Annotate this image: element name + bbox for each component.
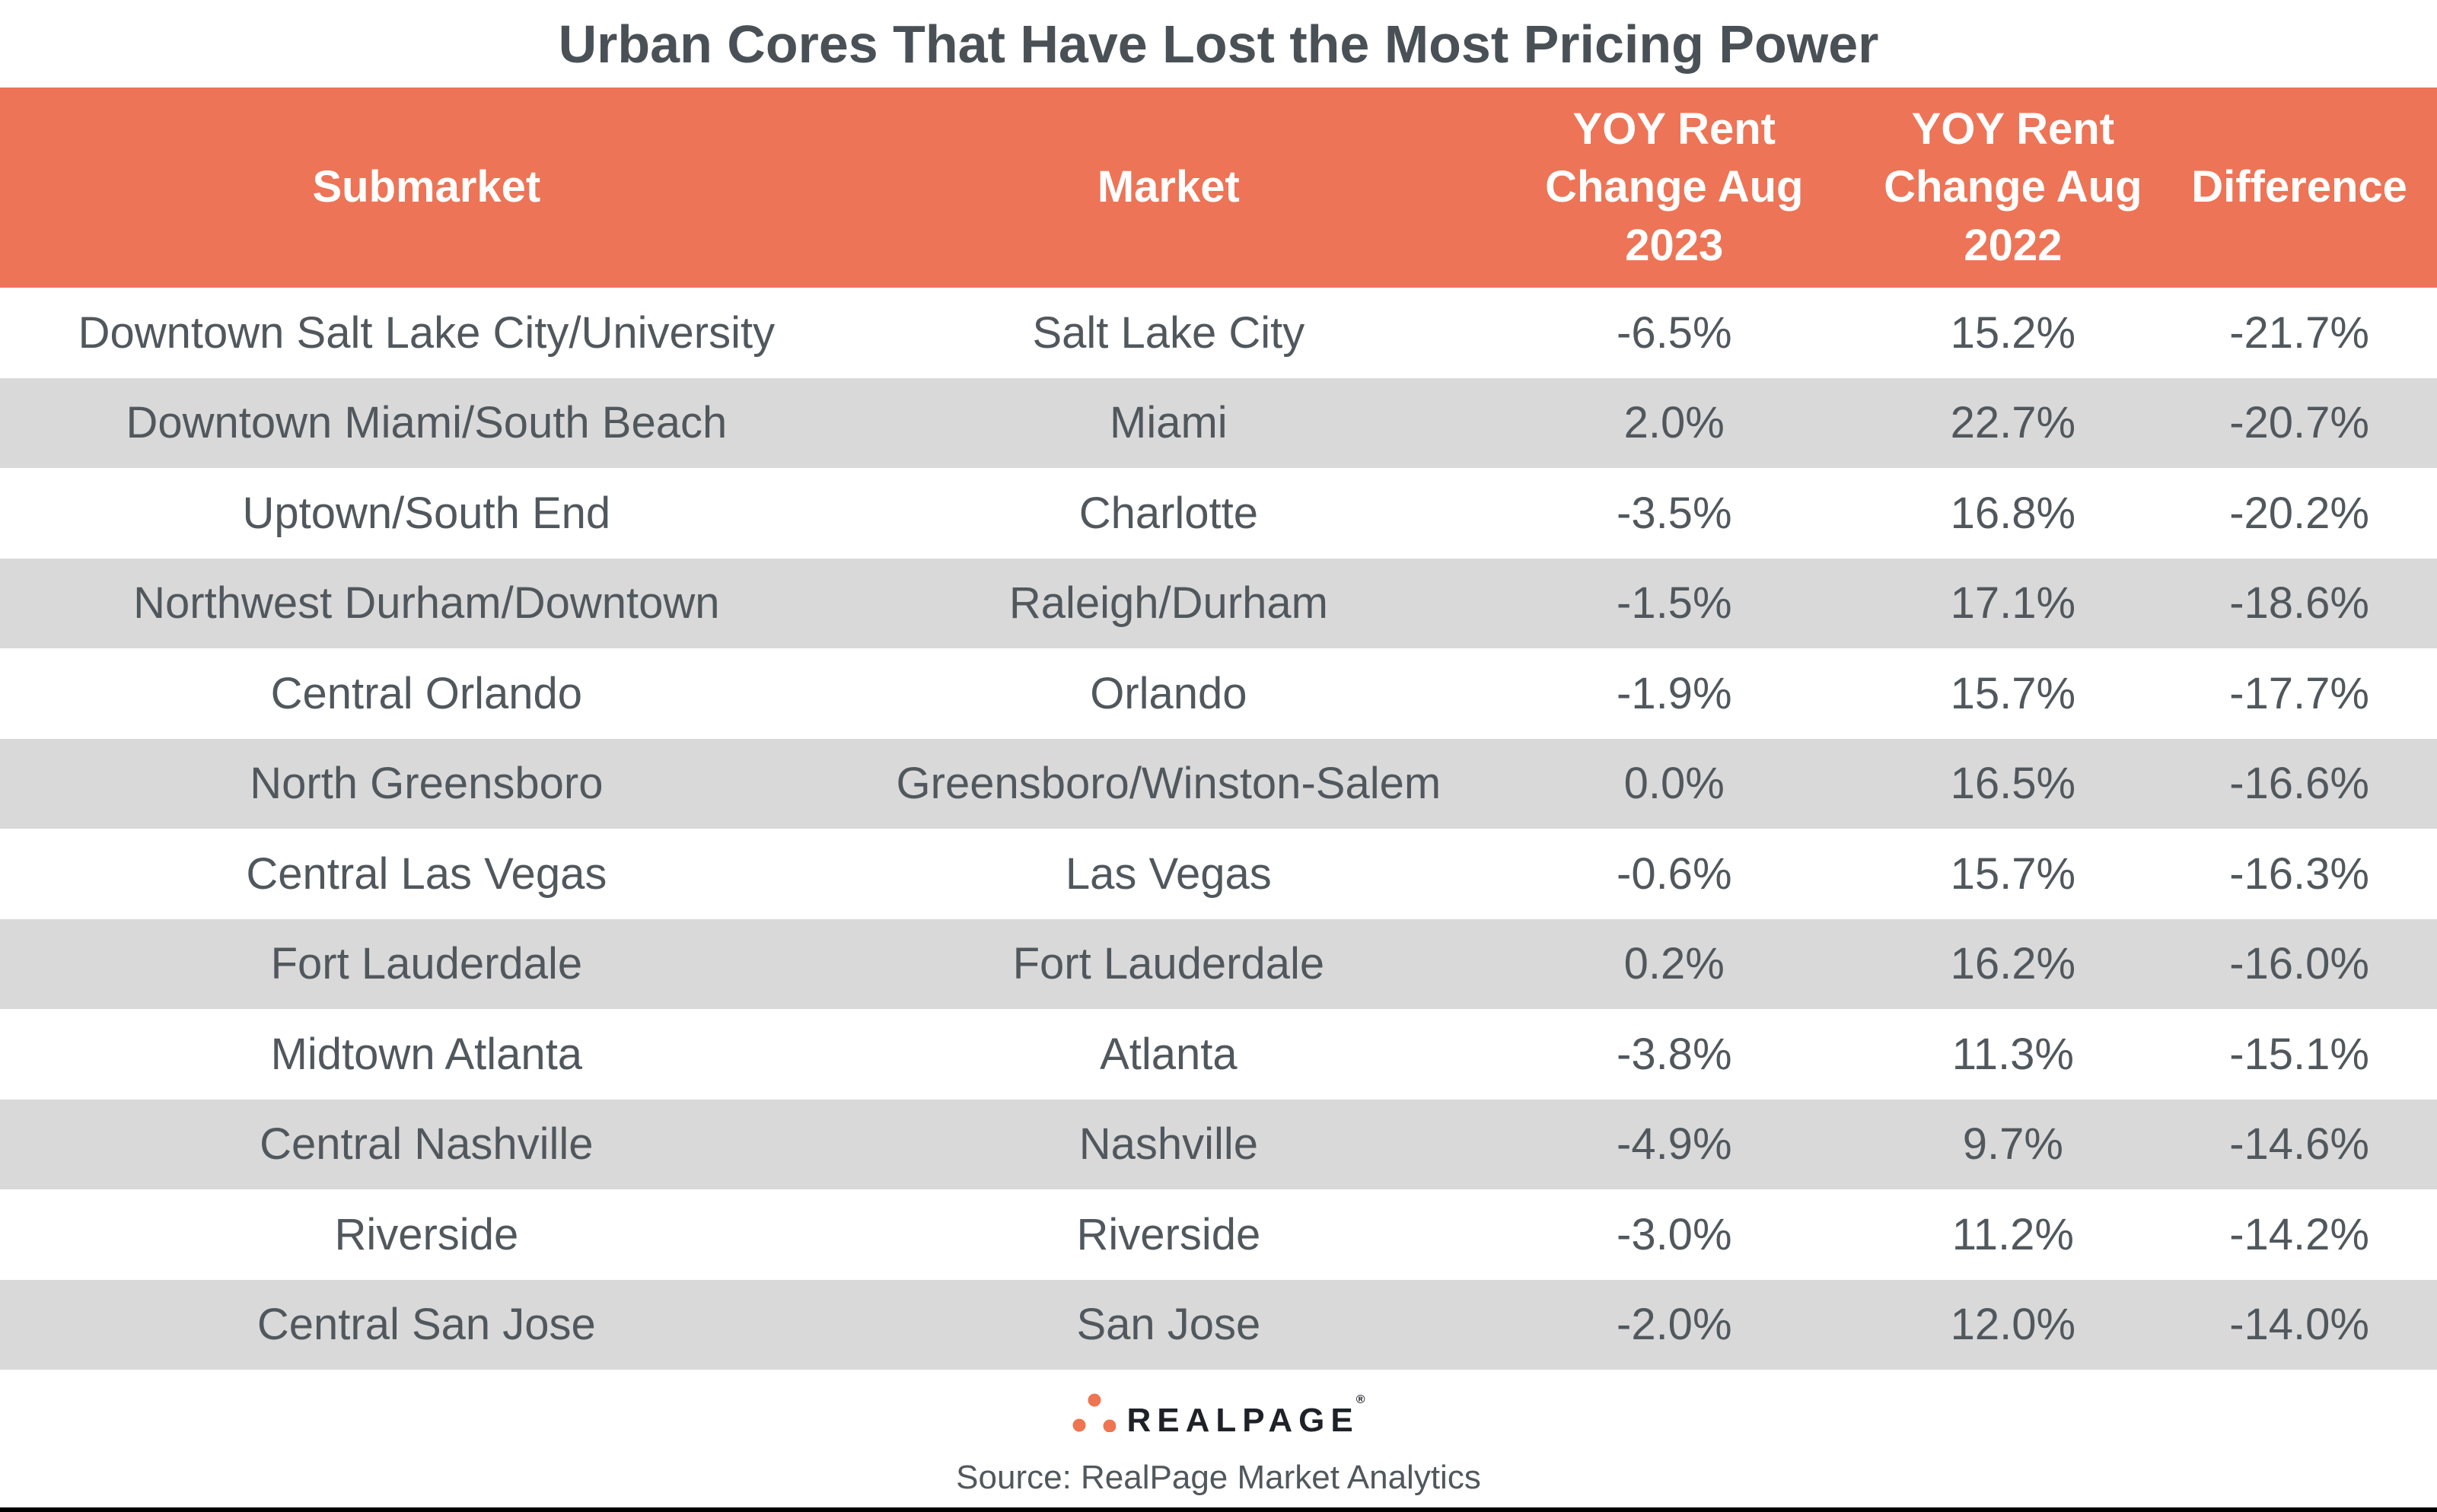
footer: REALPAGE ® Source: RealPage Market Analy… [0,1370,2437,1497]
table-cell: 16.2% [1864,918,2162,1009]
table-cell: 16.8% [1864,468,2162,559]
table-header-row: Submarket Market YOY Rent Change Aug 202… [0,88,2437,288]
table-cell: Atlanta [852,1009,1485,1100]
table-cell: 15.7% [1864,829,2162,919]
table-cell: 0.0% [1484,738,1865,829]
table-cell: -17.7% [2161,648,2437,739]
table-cell: -3.0% [1484,1189,1865,1280]
table-row: Central Nashville Nashville -4.9% 9.7% -14.6… [0,1099,2437,1189]
table-cell: San Jose [852,1279,1485,1370]
table-cell: Salt Lake City [852,288,1485,378]
table-cell: -20.2% [2161,468,2437,559]
table-cell: 15.7% [1864,648,2162,739]
registered-trademark: ® [1355,1393,1365,1406]
table-row: Downtown Miami/South Beach Miami 2.0% 22.7%… [0,377,2437,468]
table-cell: Miami [852,377,1485,468]
table-cell: -14.0% [2161,1279,2437,1370]
table-cell: -3.8% [1484,1009,1865,1100]
table-row: Central San Jose San Jose -2.0% 12.0% -14.0% [0,1279,2437,1370]
bottom-border [0,1507,2437,1512]
table-row: Midtown Atlanta Atlanta -3.8% 11.3% -15.1% [0,1009,2437,1100]
table-cell: -15.1% [2161,1009,2437,1100]
realpage-dots-icon [1072,1393,1117,1432]
table-cell: -20.7% [2161,377,2437,468]
table-cell: 22.7% [1864,377,2162,468]
column-header-market: Market [852,88,1485,288]
table-row: Central Las Vegas Las Vegas -0.6% 15.7% -16.… [0,829,2437,919]
table-cell: 15.2% [1864,288,2162,378]
table-cell: Riverside [852,1189,1485,1280]
table-cell: -0.6% [1484,829,1865,919]
table-row: Fort Lauderdale Fort Lauderdale 0.2% 16.2% -… [0,918,2437,1009]
table-cell: Downtown Salt Lake City/University [0,288,853,378]
table-cell: -1.9% [1484,648,1865,739]
table-cell: North Greensboro [0,738,853,829]
table-cell: Central Las Vegas [0,829,853,919]
table-row: Central Orlando Orlando -1.9% 15.7% -17.7% [0,648,2437,739]
table-cell: Riverside [0,1189,853,1280]
table-cell: 16.5% [1864,738,2162,829]
pricing-power-table: Submarket Market YOY Rent Change Aug 202… [0,88,2437,1370]
table-cell: -2.0% [1484,1279,1865,1370]
table-cell: -16.3% [2161,829,2437,919]
table-cell: 0.2% [1484,918,1865,1009]
column-header-yoy-2022: YOY Rent Change Aug 2022 [1864,88,2162,288]
table-header: Submarket Market YOY Rent Change Aug 202… [0,88,2437,288]
realpage-wordmark: REALPAGE [1126,1402,1359,1439]
table-cell: -18.6% [2161,558,2437,648]
table-row: North Greensboro Greensboro/Winston-Salem… [0,738,2437,829]
table-cell: 2.0% [1484,377,1865,468]
table-row: Riverside Riverside -3.0% 11.2% -14.2% [0,1189,2437,1280]
table-cell: 11.3% [1864,1009,2162,1100]
table-row: Downtown Salt Lake City/University Salt L… [0,288,2437,378]
column-header-yoy-2023: YOY Rent Change Aug 2023 [1484,88,1865,288]
source-text: Source: RealPage Market Analytics [956,1459,1481,1496]
table-cell: Raleigh/Durham [852,558,1485,648]
table-row: Northwest Durham/Downtown Raleigh/Durham -… [0,558,2437,648]
page-title: Urban Cores That Have Lost the Most Pric… [558,14,1879,74]
table-cell: 9.7% [1864,1099,2162,1189]
table-cell: -14.6% [2161,1099,2437,1189]
table-cell: Central San Jose [0,1279,853,1370]
table-cell: Charlotte [852,468,1485,559]
table-body: Downtown Salt Lake City/University Salt L… [0,288,2437,1370]
table-cell: Midtown Atlanta [0,1009,853,1100]
table-cell: 17.1% [1864,558,2162,648]
table-cell: Las Vegas [852,829,1485,919]
table-cell: Northwest Durham/Downtown [0,558,853,648]
table-cell: Fort Lauderdale [0,918,853,1009]
column-header-submarket: Submarket [0,88,853,288]
table-cell: -21.7% [2161,288,2437,378]
table-row: Uptown/South End Charlotte -3.5% 16.8% -20.2… [0,468,2437,559]
table-cell: -1.5% [1484,558,1865,648]
table-cell: -4.9% [1484,1099,1865,1189]
table-cell: -14.2% [2161,1189,2437,1280]
realpage-logo: REALPAGE ® [1072,1393,1365,1437]
table-cell: Orlando [852,648,1485,739]
table-cell: Greensboro/Winston-Salem [852,738,1485,829]
column-header-difference: Difference [2161,88,2437,288]
table-cell: -16.0% [2161,918,2437,1009]
table-cell: Fort Lauderdale [852,918,1485,1009]
table-cell: -3.5% [1484,468,1865,559]
table-cell: -16.6% [2161,738,2437,829]
table-cell: Nashville [852,1099,1485,1189]
table-cell: Central Orlando [0,648,853,739]
table-cell: 11.2% [1864,1189,2162,1280]
table-cell: -6.5% [1484,288,1865,378]
table-cell: Downtown Miami/South Beach [0,377,853,468]
table-cell: 12.0% [1864,1279,2162,1370]
table-cell: Central Nashville [0,1099,853,1189]
table-cell: Uptown/South End [0,468,853,559]
